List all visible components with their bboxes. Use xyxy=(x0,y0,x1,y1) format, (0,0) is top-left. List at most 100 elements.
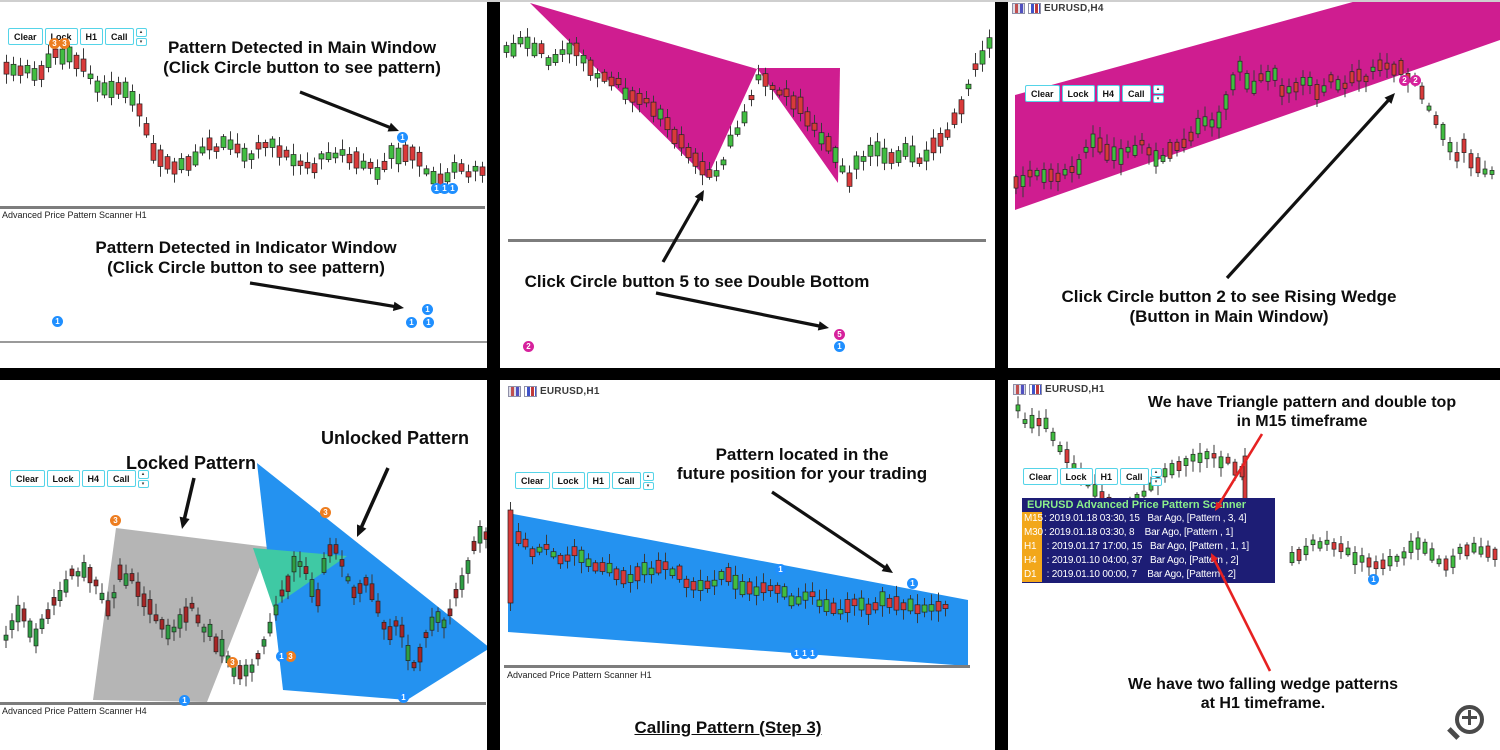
candlestick-chart-canvas xyxy=(507,502,968,666)
timeframe-button[interactable]: H4 xyxy=(81,470,106,487)
table-row: D1 : 2019.01.10 00:00, 7 Bar Ago, [Patte… xyxy=(1022,568,1275,582)
toolbar-spinner[interactable]: ▴ ▾ xyxy=(137,470,149,488)
pattern-circle-button[interactable]: 1 xyxy=(422,304,433,315)
pattern-circle-button[interactable]: 1 xyxy=(276,651,287,662)
clear-button[interactable]: Clear xyxy=(515,472,550,489)
pattern-circle-button[interactable]: 1 xyxy=(775,564,786,575)
spinner-down-icon[interactable]: ▾ xyxy=(135,37,147,46)
pattern-circle-button[interactable]: 1 xyxy=(431,183,442,194)
call-button[interactable]: Call xyxy=(107,470,136,487)
toolbar-spinner[interactable]: ▴ ▾ xyxy=(135,28,147,46)
toolbar-spinner[interactable]: ▴ ▾ xyxy=(1152,85,1164,103)
call-button[interactable]: Call xyxy=(1120,468,1149,485)
pattern-circle-button[interactable]: 1 xyxy=(791,648,802,659)
chart-toolbar: Clear Lock H4 Call ▴ ▾ xyxy=(10,470,149,488)
candlestick-chart-canvas xyxy=(503,3,993,193)
timeframe-cell: M30 xyxy=(1024,527,1043,538)
lock-button[interactable]: Lock xyxy=(1059,468,1093,485)
panel-rising-wedge: EURUSD,H4 Clear Lock H4 Call ▴ ▾ 2 2 Cli… xyxy=(1008,0,1500,368)
top-divider-line xyxy=(0,0,1500,2)
window-icon xyxy=(1013,384,1026,395)
caption-future-pattern-1: Pattern located in the xyxy=(715,445,889,464)
pattern-circle-button[interactable]: 1 xyxy=(799,648,810,659)
lock-button[interactable]: Lock xyxy=(1061,85,1095,102)
toolbar-spinner[interactable]: ▴ ▾ xyxy=(1150,468,1162,486)
chart-toolbar: Clear Lock H1 Call ▴ ▾ xyxy=(8,28,147,46)
pattern-circle-button[interactable]: 3 xyxy=(110,515,121,526)
pattern-circle-button[interactable]: 1 xyxy=(406,317,417,328)
call-button[interactable]: Call xyxy=(1122,85,1151,102)
pattern-circle-button[interactable]: 1 xyxy=(52,316,63,327)
spinner-up-icon[interactable]: ▴ xyxy=(135,28,147,37)
pattern-circle-button[interactable]: 1 xyxy=(439,183,450,194)
pattern-circle-button[interactable]: 2 xyxy=(1399,75,1410,86)
spinner-up-icon[interactable]: ▴ xyxy=(137,470,149,479)
caption-calling-pattern-step: Calling Pattern (Step 3) xyxy=(634,718,822,737)
scanner-label: Advanced Price Pattern Scanner H1 xyxy=(507,670,652,680)
pattern-cell: : 2019.01.17 17:00, 15 Bar Ago, [Pattern… xyxy=(1044,541,1250,552)
chart-symbol-label: EURUSD,H1 xyxy=(540,386,600,397)
clear-button[interactable]: Clear xyxy=(8,28,43,45)
spinner-up-icon[interactable]: ▴ xyxy=(1150,468,1162,477)
spinner-down-icon[interactable]: ▾ xyxy=(1150,477,1162,486)
window-icon xyxy=(1012,3,1025,14)
pattern-circle-button[interactable]: 2 xyxy=(1410,75,1421,86)
call-button[interactable]: Call xyxy=(105,28,134,45)
lock-button[interactable]: Lock xyxy=(551,472,585,489)
toolbar-spinner[interactable]: ▴ ▾ xyxy=(642,472,654,490)
clear-button[interactable]: Clear xyxy=(10,470,45,487)
pattern-cell: : 2019.01.18 03:30, 8 Bar Ago, [Pattern … xyxy=(1044,527,1234,538)
timeframe-button[interactable]: H4 xyxy=(1096,85,1121,102)
scanner-results-table: EURUSD Advanced Price Pattern Scanner M1… xyxy=(1022,498,1275,583)
spinner-up-icon[interactable]: ▴ xyxy=(1152,85,1164,94)
pattern-circle-button[interactable]: 1 xyxy=(423,317,434,328)
chart-toolbar: Clear Lock H1 Call ▴ ▾ xyxy=(515,472,654,490)
table-row: M30: 2019.01.18 03:30, 8 Bar Ago, [Patte… xyxy=(1022,526,1275,540)
pattern-circle-button[interactable]: 2 xyxy=(523,341,534,352)
caption-h1-wedges-2: at H1 timeframe. xyxy=(1200,695,1326,712)
scanner-label: Advanced Price Pattern Scanner H1 xyxy=(2,210,147,220)
timeframe-column-highlight xyxy=(1022,512,1042,582)
pattern-circle-button[interactable]: 3 xyxy=(49,38,60,49)
pattern-circle-button[interactable]: 3 xyxy=(59,38,70,49)
panel-double-bottom: Click Circle button 5 to see Double Bott… xyxy=(500,0,995,368)
pattern-circle-button[interactable]: 1 xyxy=(834,341,845,352)
pattern-circle-button[interactable]: 1 xyxy=(447,183,458,194)
chart-window-titlebar: EURUSD,H1 xyxy=(1013,384,1105,395)
pattern-circle-button[interactable]: 5 xyxy=(834,329,845,340)
pattern-circle-button[interactable]: 1 xyxy=(1368,574,1379,585)
caption-main-window-1: Pattern Detected in Main Window xyxy=(167,38,437,57)
indicator-bottom-line xyxy=(0,341,487,343)
pattern-circle-button[interactable]: 3 xyxy=(285,651,296,662)
timeframe-button[interactable]: H1 xyxy=(1094,468,1119,485)
double-bottom-pattern-left xyxy=(530,3,757,178)
pattern-circle-button[interactable]: 3 xyxy=(320,507,331,518)
pattern-circle-button[interactable]: 1 xyxy=(398,692,409,703)
spinner-up-icon[interactable]: ▴ xyxy=(642,472,654,481)
indicator-window-divider xyxy=(0,702,486,705)
spinner-down-icon[interactable]: ▾ xyxy=(1152,94,1164,103)
pattern-circle-button[interactable]: 1 xyxy=(179,695,190,706)
timeframe-button[interactable]: H1 xyxy=(79,28,104,45)
spinner-down-icon[interactable]: ▾ xyxy=(137,479,149,488)
double-bottom-pattern-right xyxy=(757,68,840,183)
timeframe-button[interactable]: H1 xyxy=(586,472,611,489)
table-row: H4 : 2019.01.10 04:00, 37 Bar Ago, [Patt… xyxy=(1022,554,1275,568)
pattern-circle-button[interactable]: 1 xyxy=(807,648,818,659)
call-button[interactable]: Call xyxy=(612,472,641,489)
spinner-down-icon[interactable]: ▾ xyxy=(642,481,654,490)
pattern-circle-button[interactable]: 3 xyxy=(227,657,238,668)
pattern-circle-button[interactable]: 1 xyxy=(907,578,918,589)
clear-button[interactable]: Clear xyxy=(1023,468,1058,485)
panel-locked-unlocked: Clear Lock H4 Call ▴ ▾ Locked Pattern Un… xyxy=(0,380,487,750)
zoom-in-icon[interactable] xyxy=(1446,704,1488,746)
falling-wedge-pattern xyxy=(508,513,968,666)
lock-button[interactable]: Lock xyxy=(46,470,80,487)
pattern-circle-button[interactable]: 1 xyxy=(397,132,408,143)
panel-future-pattern: EURUSD,H1 Pattern located in the future … xyxy=(500,380,995,750)
chart-toolbar: Clear Lock H1 Call ▴ ▾ xyxy=(1023,468,1162,486)
caption-rising-wedge-1: Click Circle button 2 to see Rising Wedg… xyxy=(1061,287,1397,306)
clear-button[interactable]: Clear xyxy=(1025,85,1060,102)
candlestick-chart-icon xyxy=(524,386,537,397)
